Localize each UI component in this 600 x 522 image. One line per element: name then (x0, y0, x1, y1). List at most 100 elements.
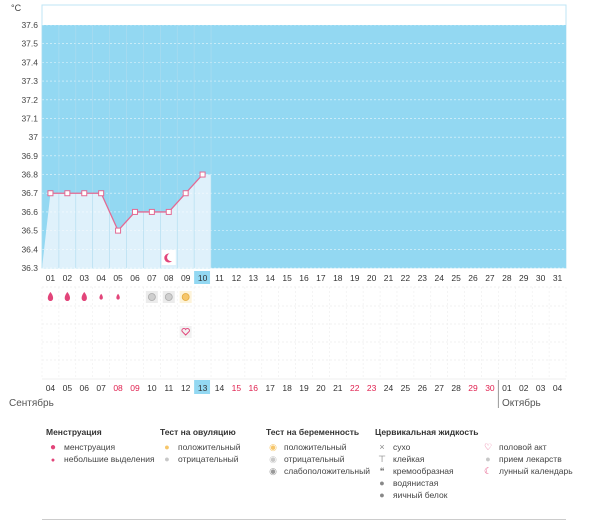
temperature-point (148, 208, 155, 215)
date-label: 06 (80, 383, 90, 393)
temperature-point (64, 190, 71, 197)
cycle-day-label: 29 (519, 273, 529, 283)
cycle-day-label: 19 (350, 273, 360, 283)
date-label: 05 (63, 383, 73, 393)
cycle-day-label: 25 (451, 273, 461, 283)
legend-item-label: положительный (178, 442, 241, 452)
cycle-day-label: 04 (96, 273, 106, 283)
cycle-day-label: 10 (198, 273, 208, 283)
ovulation-positive-icon: ● (164, 442, 170, 452)
cycle-day-label: 13 (249, 273, 259, 283)
cycle-day-label: 24 (434, 273, 444, 283)
legend-item-label: водянистая (393, 478, 439, 488)
temperature-point (182, 190, 189, 197)
cycle-day-label: 28 (502, 273, 512, 283)
legend-item: × сухо (375, 441, 478, 453)
date-label: 16 (249, 383, 259, 393)
cycle-day-label: 11 (215, 273, 224, 283)
legend-item: ● яичный белок (375, 489, 478, 501)
date-label: 02 (519, 383, 529, 393)
ovulation-negative-icon: ● (164, 454, 170, 464)
month-label-october: Октябрь (502, 398, 541, 409)
temperature-point (199, 171, 206, 178)
watery-icon: ● (379, 478, 385, 488)
y-tick-label: 36.6 (21, 207, 38, 217)
y-tick-label: 37.4 (21, 57, 38, 67)
legend-item: ☾ лунный календарь (481, 465, 573, 477)
temperature-point (165, 208, 172, 215)
cycle-day-label: 31 (553, 273, 563, 283)
current-day-highlight (194, 271, 211, 284)
y-tick-label: 37.1 (21, 113, 38, 123)
date-label: 22 (350, 383, 360, 393)
date-label: 03 (536, 383, 546, 393)
cycle-day-label: 14 (265, 273, 275, 283)
legend-item-label: положительный (284, 442, 347, 452)
cycle-day-label: 16 (299, 273, 309, 283)
legend-item: ◉ отрицательный (266, 453, 370, 465)
temperature-area (42, 174, 212, 268)
y-tick-label: 37 (29, 132, 39, 142)
legend-item-label: прием лекарств (499, 454, 562, 464)
date-label: 04 (553, 383, 563, 393)
cycle-day-label: 26 (468, 273, 478, 283)
ovulation-negative-icon (164, 293, 173, 301)
ovulation-positive-icon (181, 293, 190, 301)
legend-group: ♡ половой акт ● прием лекарств ☾ лунный кален… (481, 427, 573, 477)
cycle-day-label: 05 (113, 273, 123, 283)
y-tick-label: 36.3 (21, 263, 38, 273)
moon-icon: ☾ (483, 466, 493, 476)
legend-item: ● небольшие выделения (46, 453, 155, 465)
y-tick-label: 36.8 (21, 170, 38, 180)
legend-item-label: слабоположительный (284, 466, 370, 476)
moon-cutout (167, 253, 176, 262)
legend-item-label: небольшие выделения (64, 454, 155, 464)
date-label: 24 (384, 383, 394, 393)
y-tick-label: 37.5 (21, 39, 38, 49)
y-tick-label: 36.5 (21, 226, 38, 236)
cycle-day-label: 21 (384, 273, 394, 283)
temperature-point (131, 208, 138, 215)
cycle-day-label: 09 (181, 273, 191, 283)
legend-item-label: менструация (64, 442, 116, 452)
date-label: 07 (96, 383, 106, 393)
cycle-day-label: 27 (485, 273, 495, 283)
legend-item: ◉ слабоположительный (266, 465, 370, 477)
cycle-day-label: 07 (147, 273, 157, 283)
cycle-day-label: 18 (333, 273, 343, 283)
date-label: 14 (215, 383, 225, 393)
date-label: 25 (401, 383, 411, 393)
date-label: 08 (113, 383, 123, 393)
legend-item: ❝ кремообразная (375, 465, 478, 477)
cycle-day-label: 22 (401, 273, 411, 283)
legend-group-title: Цервикальная жидкость (375, 427, 479, 437)
cycle-day-label: 20 (367, 273, 377, 283)
y-tick-label: 37.3 (21, 76, 38, 86)
date-label: 26 (418, 383, 428, 393)
legend-item-label: лунный календарь (499, 466, 573, 476)
pregnancy-negative-icon: ◉ (269, 454, 277, 464)
cycle-day-label: 23 (418, 273, 428, 283)
small-discharge-drop-icon (116, 293, 120, 300)
pill-icon: ● (485, 454, 491, 464)
cycle-day-label: 08 (164, 273, 174, 283)
date-label: 18 (282, 383, 292, 393)
date-label: 27 (434, 383, 444, 393)
temperature-point (115, 227, 122, 234)
y-tick-label: 36.7 (21, 188, 38, 198)
date-label: 13 (198, 383, 208, 393)
cycle-day-label: 03 (80, 273, 90, 283)
cycle-day-label: 15 (282, 273, 292, 283)
heart-icon: ♡ (483, 442, 493, 452)
menstruation-drop-icon (47, 292, 54, 301)
y-tick-label: 37.6 (21, 20, 38, 30)
bbt-chart: 36.3 36.4 36.5 36.6 36.7 36.8 36.9 37 37.1 37.2 37… (11, 3, 567, 408)
temperature-point (47, 190, 54, 197)
creamy-icon: ❝ (379, 466, 385, 476)
small-discharge-drop-icon (99, 293, 103, 300)
legend-item-label: яичный белок (393, 490, 448, 500)
legend-item-label: отрицательный (284, 454, 345, 464)
today-highlight (194, 380, 211, 394)
dry-icon: × (379, 442, 385, 452)
legend-item-label: клейкая (393, 454, 425, 464)
